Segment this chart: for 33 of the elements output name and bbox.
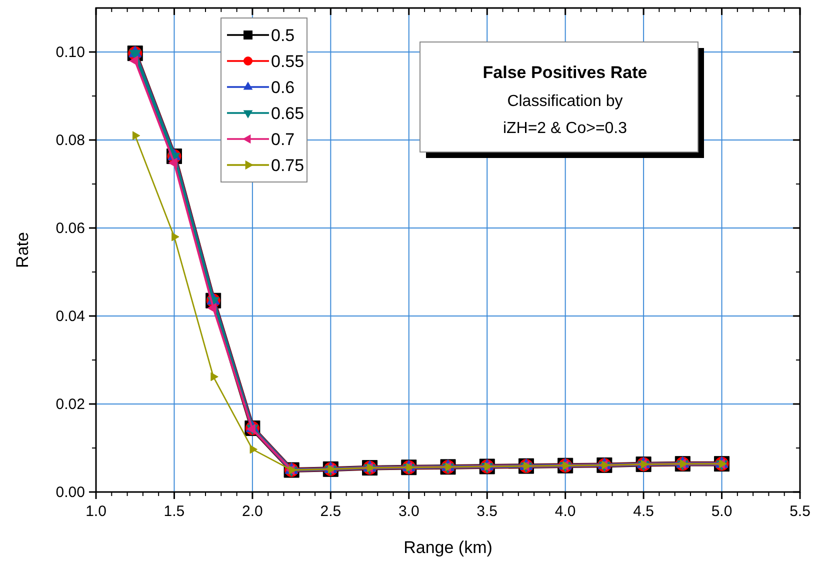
- x-tick-label: 3.0: [398, 503, 420, 520]
- x-tick-label: 1.5: [164, 503, 185, 520]
- legend-label: 0.55: [271, 52, 304, 71]
- y-axis-title: Rate: [13, 232, 32, 268]
- x-tick-label: 5.0: [711, 503, 732, 520]
- point: [250, 444, 258, 454]
- y-tick-label: 0.06: [56, 220, 85, 237]
- point: [168, 158, 178, 168]
- x-tick-label: 3.5: [476, 503, 498, 520]
- x-tick-label: 4.0: [554, 503, 576, 520]
- y-tick-label: 0.10: [56, 44, 85, 61]
- x-tick-label: 2.0: [242, 503, 263, 520]
- point: [129, 56, 138, 66]
- x-tick-label: 5.5: [790, 503, 810, 520]
- annotation: Classification by: [507, 93, 623, 110]
- y-tick-label: 0.04: [56, 308, 85, 325]
- x-axis-title: Range (km): [404, 538, 492, 557]
- annotation: iZH=2 & Co>=0.3: [502, 120, 628, 137]
- y-tick-label: 0.08: [56, 132, 85, 149]
- point: [210, 372, 218, 382]
- text: False Positives Rate: [482, 63, 648, 82]
- legend-label: 0.65: [271, 104, 304, 123]
- x-tick-label: 1.0: [86, 503, 106, 520]
- y-tick-label: 0.02: [56, 396, 85, 413]
- legend-label: 0.6: [271, 78, 295, 97]
- x-tick-label: 4.5: [633, 503, 654, 520]
- legend-label: 0.7: [271, 130, 295, 149]
- legend-label: 0.75: [271, 156, 304, 175]
- legend-label: 0.5: [271, 26, 295, 45]
- point: [172, 232, 180, 242]
- x-tick-label: 2.5: [320, 503, 342, 520]
- point: [132, 131, 140, 140]
- y-tick-label: 0.00: [56, 484, 85, 501]
